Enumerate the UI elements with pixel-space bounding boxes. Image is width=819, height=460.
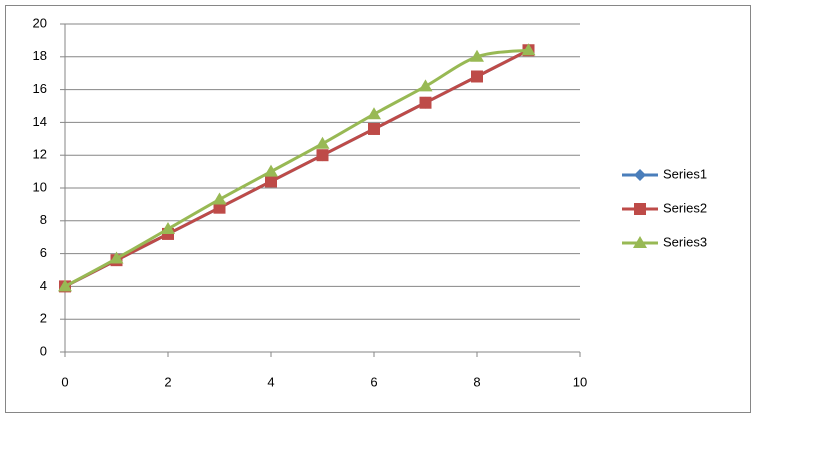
- series-line: [64, 48, 529, 288]
- data-point: [213, 201, 226, 214]
- legend-label: Series3: [663, 234, 707, 249]
- x-tick-label: 4: [267, 374, 274, 389]
- data-point: [212, 192, 227, 205]
- legend-marker: [634, 203, 646, 215]
- x-tick-label: 2: [164, 374, 171, 389]
- x-tick-label: 10: [573, 374, 587, 389]
- data-point: [367, 107, 381, 120]
- y-tick-label: 8: [40, 212, 47, 227]
- y-tick-label: 16: [33, 81, 47, 96]
- data-point: [109, 251, 124, 264]
- y-tick-label: 6: [40, 245, 47, 260]
- x-tick-label: 0: [61, 374, 68, 389]
- legend-label: Series1: [663, 166, 707, 181]
- y-tick-label: 4: [40, 278, 47, 293]
- x-tick-label: 6: [370, 374, 377, 389]
- data-point: [315, 136, 330, 149]
- data-point: [368, 122, 380, 135]
- legend-marker: [633, 236, 647, 248]
- y-tick-label: 20: [33, 15, 47, 30]
- data-point: [419, 96, 432, 109]
- data-point: [471, 70, 483, 83]
- data-point: [418, 79, 433, 92]
- legend-label: Series2: [663, 200, 707, 215]
- x-tick-label: 8: [473, 374, 480, 389]
- y-tick-label: 12: [33, 147, 47, 162]
- data-point: [521, 43, 536, 56]
- y-tick-label: 2: [40, 311, 47, 326]
- y-tick-label: 0: [40, 343, 47, 358]
- data-point: [316, 149, 329, 162]
- y-tick-label: 10: [33, 179, 47, 194]
- data-point: [161, 222, 175, 234]
- data-point: [265, 175, 277, 188]
- legend-marker: [634, 169, 646, 181]
- y-tick-label: 18: [33, 48, 47, 63]
- data-point: [264, 164, 278, 177]
- y-tick-label: 14: [33, 114, 47, 129]
- data-point: [470, 49, 484, 62]
- series-line: [64, 48, 530, 288]
- data-point: [58, 279, 72, 292]
